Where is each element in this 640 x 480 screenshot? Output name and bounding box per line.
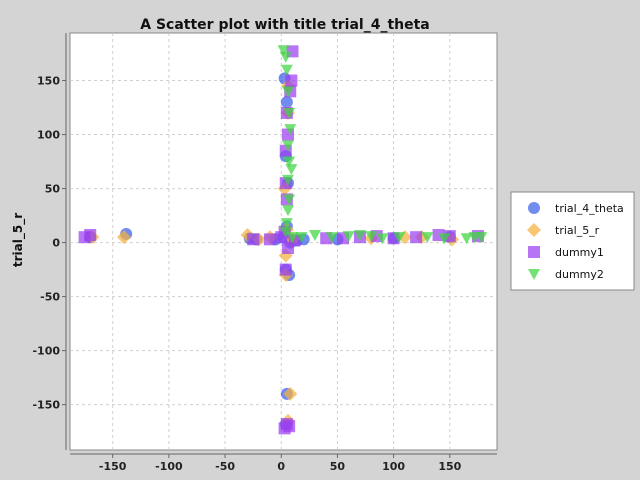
grid-lines — [70, 33, 497, 450]
x-tick-label: 150 — [438, 460, 461, 473]
y-tick-label: 100 — [37, 129, 60, 142]
legend-entry: dummy2 — [555, 268, 604, 281]
data-point — [283, 386, 298, 401]
data-point — [308, 230, 321, 242]
y-tick-label: -50 — [40, 291, 60, 304]
axes — [65, 33, 497, 455]
data-point — [279, 51, 292, 63]
y-tick-label: 150 — [37, 75, 60, 88]
data-point — [281, 86, 294, 98]
series-dummy2 — [277, 45, 488, 245]
legend-entry: trial_5_r — [555, 224, 600, 237]
data-point — [84, 229, 97, 242]
data-point — [475, 232, 488, 244]
data-point — [286, 232, 299, 244]
data-point — [279, 263, 292, 276]
data-point — [284, 124, 297, 136]
y-axis-ticks: -150 -100 -50 0 50 100 150 — [32, 75, 66, 412]
data-point — [421, 232, 434, 244]
data-point — [280, 218, 293, 230]
data-point — [342, 231, 355, 243]
x-tick-label: -150 — [99, 460, 127, 473]
data-point — [281, 140, 294, 152]
data-point — [285, 164, 298, 176]
data-point — [247, 233, 260, 246]
y-tick-label: -150 — [32, 399, 60, 412]
data-point — [277, 45, 290, 57]
data-point — [325, 232, 338, 244]
data-point — [283, 194, 296, 206]
data-point — [280, 96, 293, 109]
data-point — [281, 174, 294, 186]
data-point — [264, 233, 277, 246]
y-tick-label: 50 — [45, 183, 61, 196]
data-point — [376, 233, 389, 245]
data-point — [438, 233, 451, 245]
legend-entry: trial_4_theta — [555, 202, 624, 215]
legend-marker — [528, 246, 540, 258]
data-point — [393, 232, 406, 244]
legend-marker — [528, 202, 540, 214]
legend-marker — [528, 269, 540, 280]
x-tick-label: 50 — [330, 460, 346, 473]
x-axis-ticks: -150 -100 -50 0 50 100 150 — [99, 454, 462, 473]
x-tick-label: 0 — [277, 460, 285, 473]
data-point — [280, 64, 293, 76]
x-tick-label: 100 — [382, 460, 405, 473]
legend-entry: dummy1 — [555, 246, 604, 259]
x-tick-label: -50 — [215, 460, 235, 473]
data-point — [116, 230, 131, 245]
y-tick-label: -100 — [32, 345, 60, 358]
chart-title: A Scatter plot with title trial_4_theta — [140, 17, 430, 33]
legend: trial_4_theta trial_5_r dummy1 dummy2 — [510, 191, 635, 291]
data-point — [283, 156, 296, 168]
data-point — [283, 107, 296, 119]
data-point — [285, 74, 298, 87]
data-point — [460, 233, 473, 245]
x-tick-label: -100 — [155, 460, 183, 473]
data-point — [283, 420, 296, 433]
y-axis-label: trial_5_r — [11, 213, 26, 267]
data-point — [365, 231, 378, 243]
legend-marker — [527, 223, 541, 237]
data-point — [410, 231, 423, 244]
data-point — [295, 232, 308, 244]
data-point — [281, 205, 294, 217]
data-point — [279, 226, 292, 238]
data-points — [78, 45, 488, 435]
y-tick-label: 0 — [52, 237, 60, 250]
data-point — [353, 230, 366, 242]
